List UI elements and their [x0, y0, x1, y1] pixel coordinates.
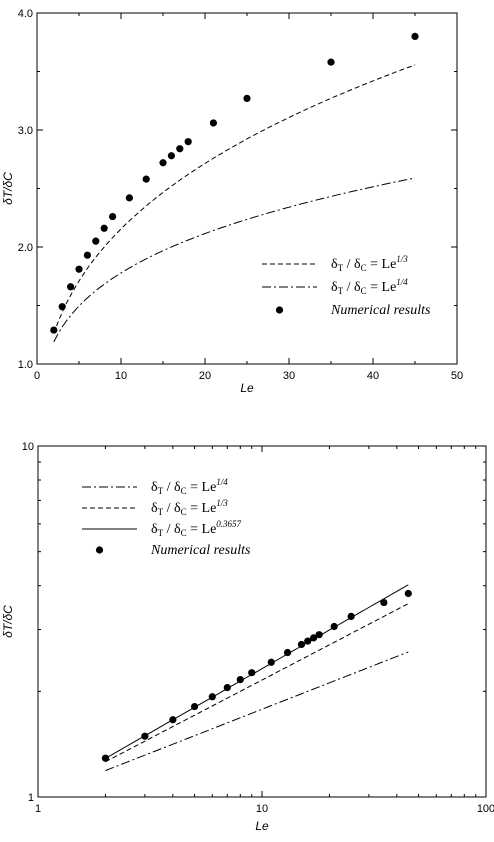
chart-panel-1: 0 10 20 30 40 50 1.0 2.0 3.0 4.0 Le δT/δC δT / δC = …	[1, 8, 463, 395]
legend-label: δT / δC = Le1/4	[331, 277, 408, 296]
data-point	[208, 693, 216, 701]
data-point	[236, 676, 244, 684]
data-point	[310, 634, 318, 642]
y-tick-label: 1.0	[18, 359, 33, 371]
series-line-dashdot	[53, 177, 416, 343]
data-point	[101, 754, 110, 762]
data-point	[83, 251, 91, 259]
legend: δT / δC = Le1/3 δT / δC = Le1/4 Numerical …	[262, 254, 431, 318]
legend-label: δT / δC = Le0.3657	[151, 519, 242, 538]
y-tick-label: 4.0	[18, 8, 33, 20]
legend-label: δT / δC = Le1/3	[151, 498, 228, 517]
data-point	[125, 194, 133, 202]
data-point	[100, 224, 108, 232]
y-tick-label: 10	[22, 441, 34, 453]
legend-label: δT / δC = Le1/3	[331, 254, 408, 273]
data-point	[330, 622, 338, 631]
x-axis-label: Le	[240, 381, 254, 395]
data-point	[404, 589, 412, 598]
x-axis-label: Le	[255, 819, 269, 833]
data-point	[50, 326, 58, 334]
data-point	[75, 265, 83, 273]
plot-frame	[37, 445, 487, 798]
data-point	[169, 716, 177, 724]
y-axis-label: δT/δC	[1, 172, 15, 205]
legend-sample-point	[95, 546, 104, 554]
data-point	[315, 631, 323, 639]
data-point	[223, 683, 231, 692]
x-tick-label: 30	[283, 370, 295, 382]
data-point	[167, 152, 175, 160]
series-line-dashdot	[105, 651, 409, 772]
data-point	[347, 612, 355, 620]
series-line-dashed	[53, 64, 416, 334]
legend-label: δT / δC = Le1/4	[151, 477, 228, 496]
x-tick-label: 10	[115, 370, 127, 382]
data-point	[141, 732, 149, 740]
data-point	[380, 598, 388, 607]
data-point	[109, 212, 117, 221]
data-point	[411, 32, 419, 41]
data-point	[184, 138, 192, 146]
y-axis-label: δT/δC	[1, 605, 15, 638]
data-point	[243, 94, 251, 103]
series-line-solid	[105, 584, 409, 759]
data-point	[283, 648, 292, 657]
y-tick-label: 1	[28, 792, 34, 804]
y-tick-label: 2.0	[18, 242, 33, 254]
x-tick-label: 1	[35, 803, 41, 815]
x-tick-label: 10	[256, 803, 268, 815]
x-tick-label: 100	[477, 803, 494, 815]
legend-sample-point	[275, 306, 284, 314]
x-tick-label: 50	[451, 370, 463, 382]
data-point	[297, 640, 306, 649]
legend-label: Numerical results	[330, 303, 431, 318]
series-line-dashed	[105, 603, 409, 763]
data-point	[248, 669, 256, 677]
y-tick-label: 3.0	[18, 125, 33, 137]
data-point	[176, 145, 184, 153]
data-point	[209, 119, 217, 127]
data-point	[159, 159, 167, 167]
data-point	[267, 658, 275, 666]
data-point	[142, 175, 150, 183]
data-point	[92, 237, 100, 245]
data-point	[327, 58, 335, 66]
data-point	[304, 637, 312, 645]
x-tick-label: 20	[199, 370, 211, 382]
data-point	[67, 283, 75, 291]
legend-label: Numerical results	[150, 543, 251, 558]
x-tick-label: 0	[34, 370, 40, 382]
data-point	[58, 303, 66, 311]
legend: δT / δC = Le1/4 δT / δC = Le1/3 δT / δC = …	[82, 477, 251, 558]
x-tick-label: 40	[367, 370, 379, 382]
data-point	[190, 702, 199, 711]
